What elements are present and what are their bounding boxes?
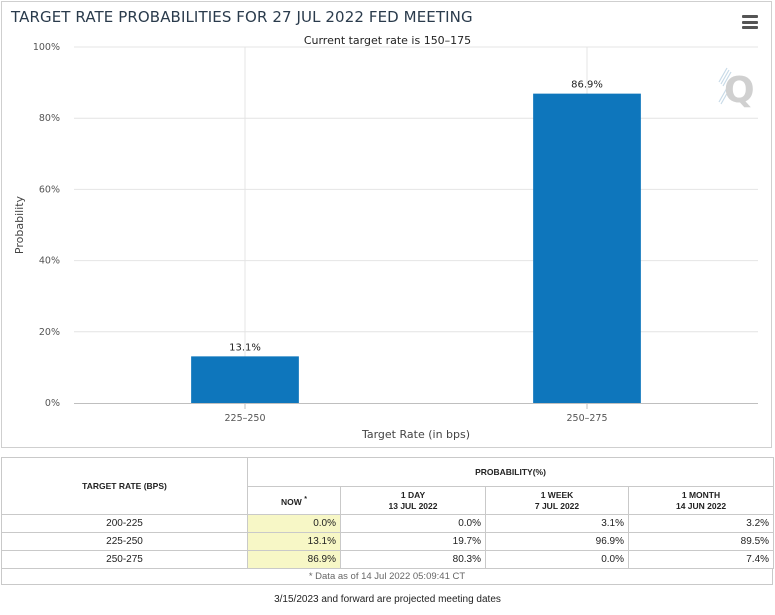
now-header-label: NOW [281, 496, 302, 507]
projected-dates-note: 3/15/2023 and forward are projected meet… [274, 594, 501, 605]
now-cell: 13.1% [247, 532, 341, 551]
probability-header: PROBABILITY(%) [246, 457, 775, 487]
y-tick-label: 80% [39, 113, 60, 124]
chart-title: TARGET RATE PROBABILITIES FOR 27 JUL 202… [11, 8, 473, 26]
svg-text:Q: Q [724, 70, 755, 111]
now-marker: * [304, 495, 307, 503]
x-tick-label: 225–250 [224, 413, 265, 424]
week-cell: 0.0% [485, 550, 629, 569]
data-timestamp-footnote: * Data as of 14 Jul 2022 05:09:41 CT [1, 569, 773, 585]
x-axis-title: Target Rate (in bps) [361, 428, 470, 441]
bar [191, 356, 299, 403]
rate-cell: 250-275 [1, 550, 248, 569]
quikstrike-q-logo: Q [718, 67, 755, 111]
period-date: 13 JUL 2022 [388, 500, 438, 511]
period-date: 14 JUN 2022 [675, 500, 727, 511]
week-cell: 3.1% [485, 514, 629, 533]
probability-table-wrap: TARGET RATE (BPS) PROBABILITY(%) NOW * 1… [1, 457, 775, 585]
bar-chart: 0% 20% 40% 60% 80% 100% 13.1% 86.9% 225–250 250… [13, 42, 758, 441]
period-label: 1 DAY [400, 489, 426, 500]
day-cell: 80.3% [340, 550, 486, 569]
x-axis-ticks: 225–250 250–275 [224, 403, 608, 424]
period-header-1week: 1 WEEK 7 JUL 2022 [485, 486, 629, 515]
day-cell: 19.7% [340, 532, 486, 551]
y-tick-label: 40% [39, 256, 60, 267]
month-cell: 3.2% [627, 514, 775, 533]
month-cell: 89.5% [627, 532, 775, 551]
bar-value-label: 86.9% [571, 80, 603, 91]
y-tick-label: 20% [39, 327, 60, 338]
target-rate-header: TARGET RATE (BPS) [1, 457, 248, 515]
bar [533, 93, 641, 404]
y-axis-title: Probability [13, 195, 26, 254]
rate-cell: 225-250 [1, 532, 248, 551]
week-cell: 96.9% [485, 532, 629, 551]
month-cell: 7.4% [627, 550, 775, 569]
period-header-1month: 1 MONTH 14 JUN 2022 [627, 486, 775, 515]
y-axis-ticks: 0% 20% 40% 60% 80% 100% [33, 42, 60, 409]
period-label: 1 WEEK [540, 489, 574, 500]
day-cell: 0.0% [340, 514, 486, 533]
bar-value-label: 13.1% [229, 342, 261, 353]
now-header: NOW * [247, 486, 341, 515]
period-label: 1 MONTH [681, 489, 721, 500]
y-tick-label: 100% [33, 42, 60, 53]
now-cell: 86.9% [247, 550, 341, 569]
y-tick-label: 0% [45, 398, 60, 409]
period-date: 7 JUL 2022 [534, 500, 580, 511]
gridlines [74, 46, 758, 403]
chart-panel: TARGET RATE PROBABILITIES FOR 27 JUL 202… [1, 1, 772, 448]
rate-cell: 200-225 [1, 514, 248, 533]
hamburger-menu-icon[interactable] [742, 15, 758, 29]
x-tick-label: 250–275 [566, 413, 607, 424]
table-row: 250-275 86.9% 80.3% 0.0% 7.4% [1, 550, 775, 569]
period-header-1day: 1 DAY 13 JUL 2022 [340, 486, 486, 515]
now-cell: 0.0% [247, 514, 341, 533]
chart-subtitle: Current target rate is 150–175 [303, 34, 472, 47]
probability-table: TARGET RATE (BPS) PROBABILITY(%) NOW * 1… [1, 457, 775, 569]
table-row: 200-225 0.0% 0.0% 3.1% 3.2% [1, 514, 775, 533]
bars: 13.1% 86.9% [191, 80, 641, 404]
table-row: 225-250 13.1% 19.7% 96.9% 89.5% [1, 532, 775, 551]
y-tick-label: 60% [39, 184, 60, 195]
